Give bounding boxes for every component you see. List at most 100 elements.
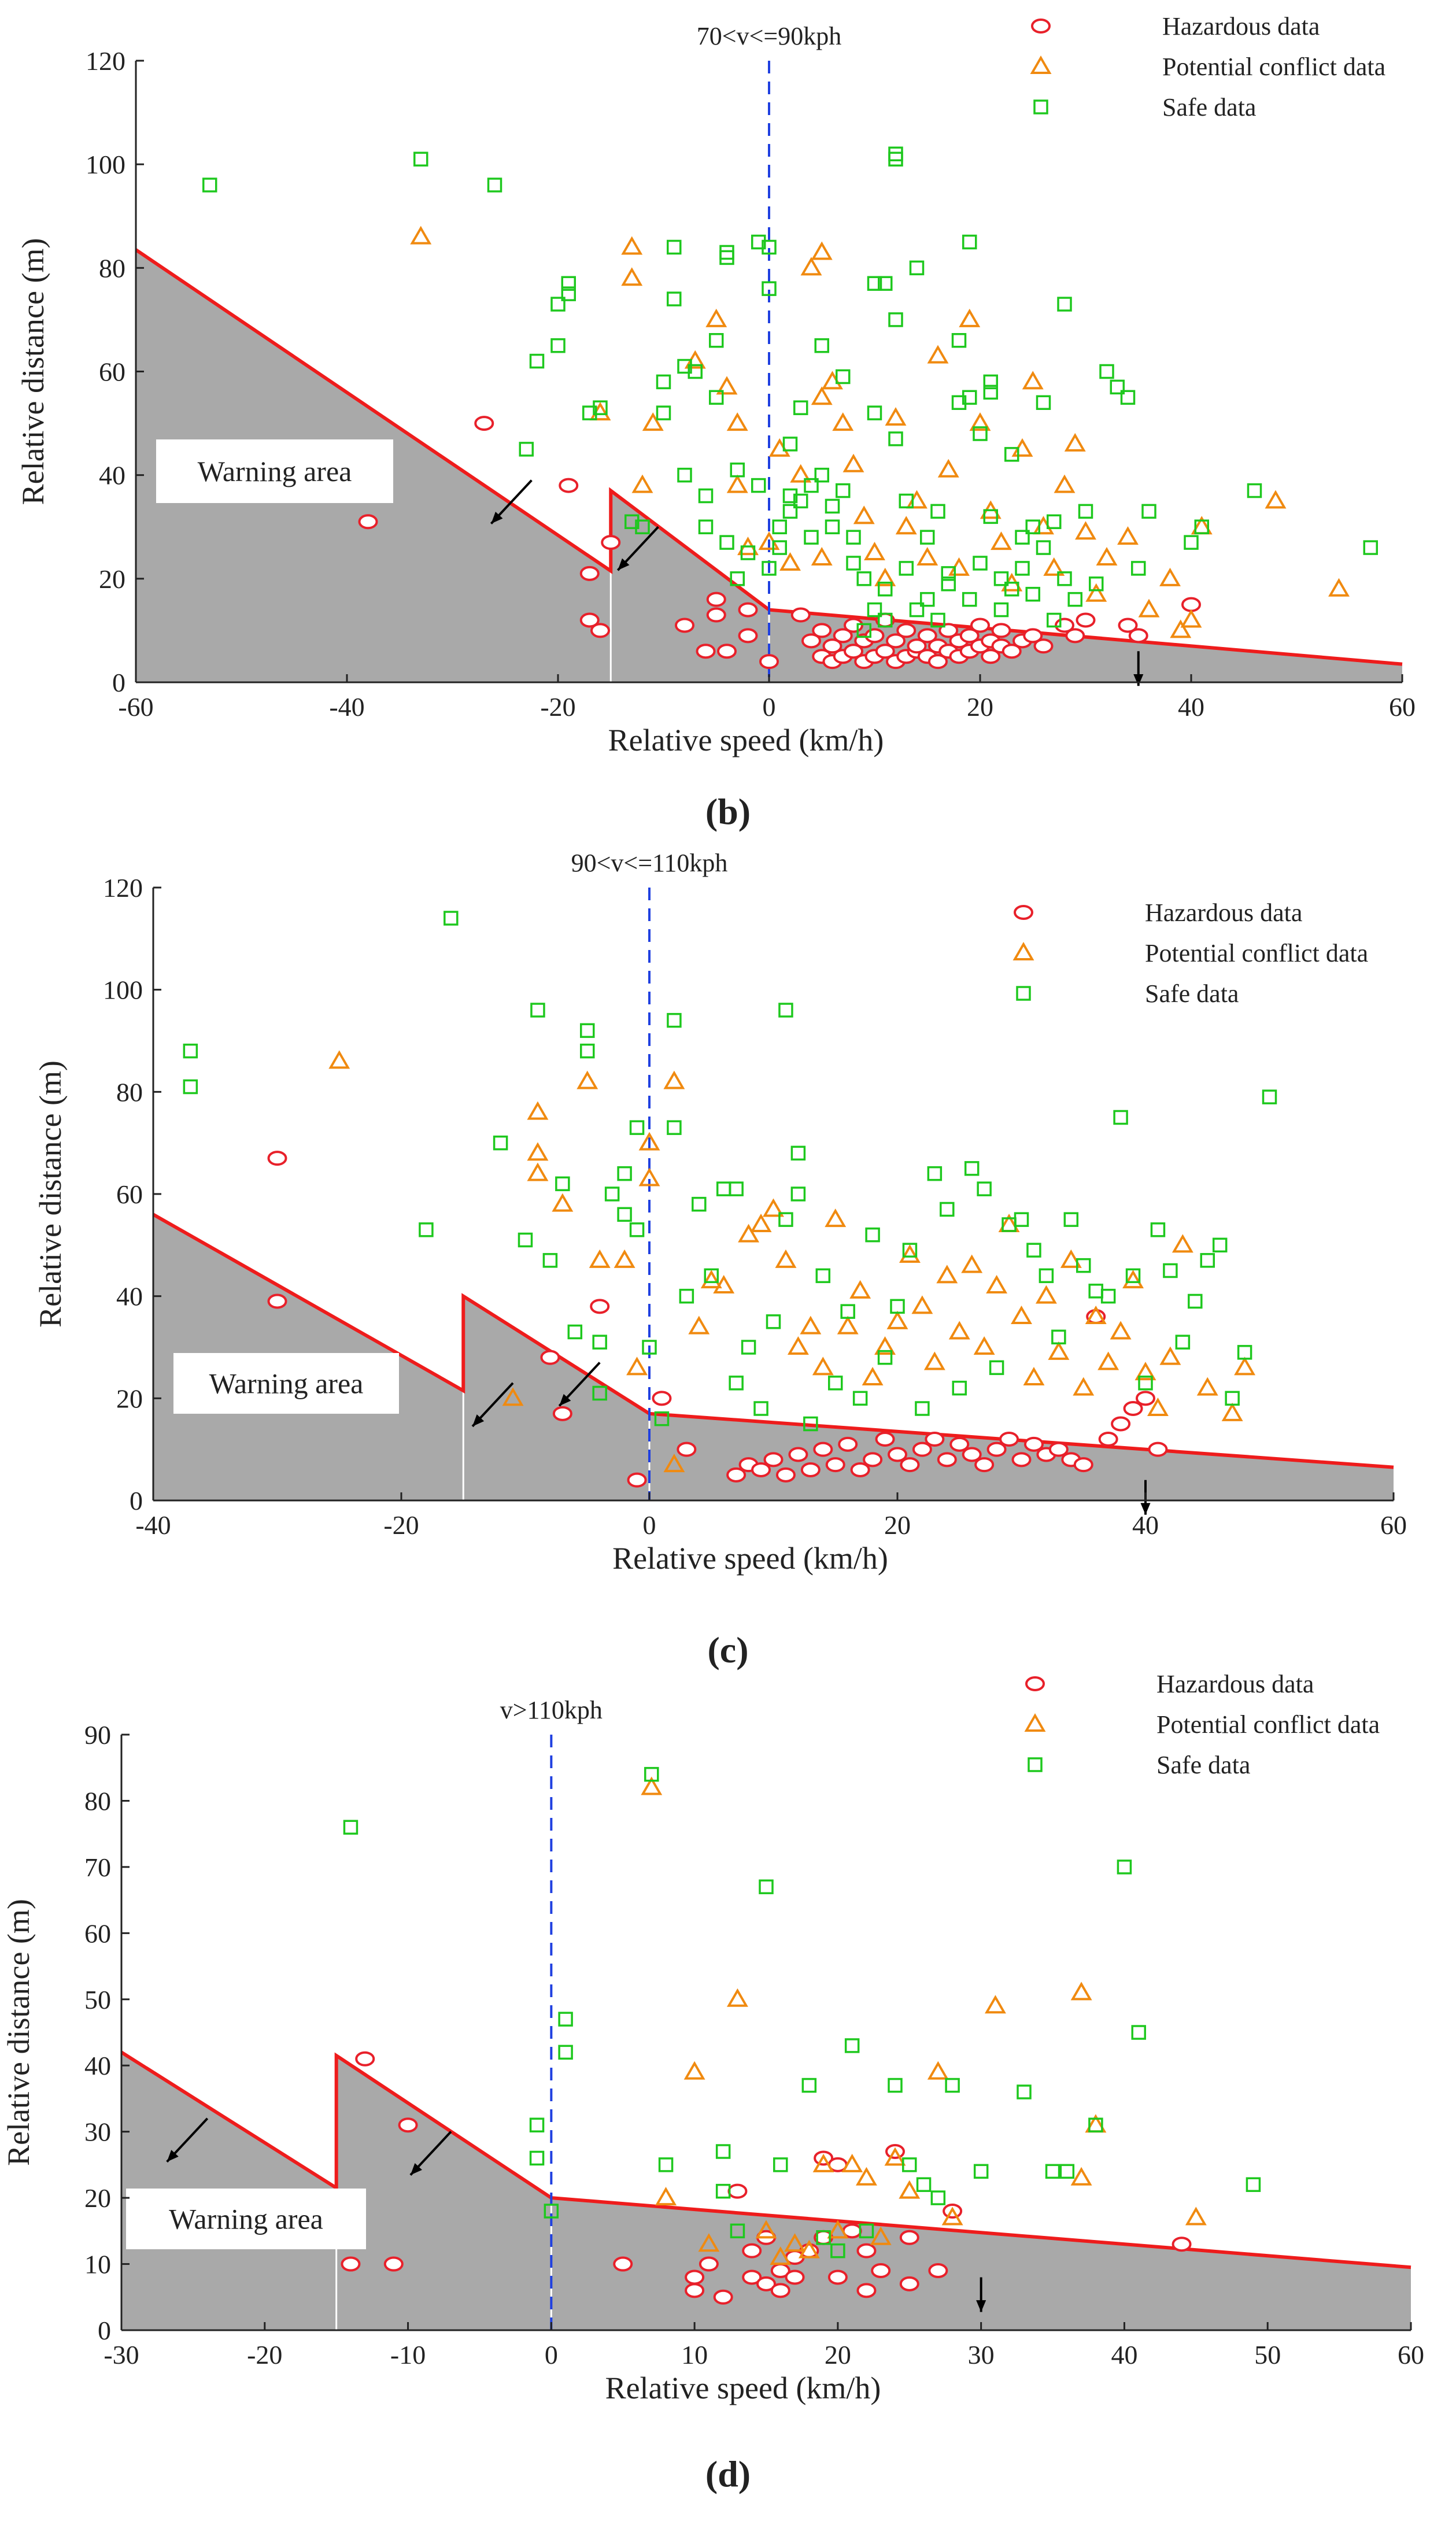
y-axis-label: Relative distance (m): [16, 238, 50, 505]
data-point-square: [751, 234, 766, 250]
warning-area-fill: [121, 2052, 1411, 2330]
data-point-square: [741, 1340, 756, 1355]
data-point-triangle: [885, 407, 907, 426]
data-point-triangle: [1117, 526, 1139, 545]
data-point-circle: [677, 1441, 697, 1457]
data-point-square: [1051, 1329, 1066, 1345]
data-point-triangle: [927, 345, 949, 364]
data-point-circle: [928, 654, 948, 670]
data-point-square: [1047, 612, 1062, 628]
data-point-square: [1047, 514, 1062, 530]
y-tick-label: 90: [84, 1720, 111, 1750]
data-point-triangle: [1110, 1321, 1132, 1340]
data-point-circle: [864, 628, 885, 644]
data-point-square: [654, 1411, 670, 1426]
data-point-triangle: [713, 1274, 735, 1293]
x-tick-label: 0: [545, 2340, 558, 2370]
data-point-circle: [1033, 638, 1054, 654]
data-point-triangle: [811, 546, 833, 565]
data-point-square: [1131, 2025, 1146, 2040]
data-point-circle: [775, 1467, 796, 1483]
data-point-triangle: [1048, 1341, 1070, 1360]
data-point-square: [902, 1243, 918, 1258]
data-point-square: [878, 582, 893, 597]
data-point-square: [951, 333, 967, 348]
data-point-circle: [912, 1441, 932, 1457]
warning-area-label: Warning area: [169, 2203, 323, 2235]
y-tick-label: 0: [112, 668, 125, 697]
data-point-square: [667, 239, 682, 255]
data-point-square: [801, 2078, 817, 2093]
data-point-circle: [559, 478, 579, 493]
x-tick-label: 40: [1178, 692, 1204, 722]
legend-label: Safe data: [1162, 93, 1256, 121]
data-point-square: [825, 498, 840, 514]
warning-boundary-line: [152, 1213, 1394, 1469]
data-point-triangle: [642, 412, 664, 431]
data-point-square: [719, 535, 734, 550]
data-point-triangle: [1138, 598, 1160, 618]
data-point-circle: [398, 2117, 418, 2133]
data-point-triangle: [589, 1249, 611, 1268]
data-point-square: [793, 493, 808, 509]
data-point-square: [867, 405, 882, 420]
data-point-triangle: [822, 371, 843, 390]
data-point-square: [529, 353, 545, 369]
data-point-square: [530, 1003, 545, 1018]
data-point-circle: [788, 1447, 808, 1462]
data-point-square: [624, 514, 640, 530]
data-point-square: [1039, 1268, 1054, 1284]
y-axis-label: Relative distance (m): [1, 1899, 36, 2166]
data-point-square: [1110, 379, 1125, 395]
data-point-square: [1063, 1212, 1079, 1227]
data-point-square: [656, 405, 671, 420]
data-point-square: [1036, 395, 1051, 410]
data-point-square: [715, 2183, 731, 2199]
data-point-square: [902, 2157, 917, 2172]
panel-c: Warning area -40 -20 0 20 40 60 0 20 40 60 80 100 120…: [33, 849, 1407, 1576]
data-point-triangle: [811, 241, 833, 260]
data-point-square: [927, 1166, 943, 1181]
data-point-square: [993, 602, 1009, 618]
data-point-circle: [756, 2276, 776, 2291]
data-point-triangle: [1159, 1346, 1181, 1365]
data-point-square: [973, 2164, 989, 2179]
data-point-square: [1120, 390, 1136, 405]
x-tick-label: 50: [1254, 2340, 1281, 2370]
data-point-square: [920, 592, 935, 607]
data-point-square: [1067, 592, 1082, 607]
data-point-square: [916, 2177, 932, 2192]
data-point-triangle: [621, 267, 643, 286]
data-point-triangle: [984, 1995, 1006, 2014]
data-point-square: [518, 1232, 533, 1248]
data-point-square: [899, 561, 914, 576]
panel-d: Warning area -30 -20 -10 0 10 20 30 40 50 60 0 10 20 3…: [1, 1670, 1424, 2405]
data-point-square: [1026, 1243, 1041, 1258]
data-point-circle: [838, 1436, 858, 1452]
data-point-triangle: [750, 1213, 772, 1232]
data-point-triangle: [683, 2061, 705, 2080]
data-point-square: [529, 2117, 545, 2132]
data-point-circle: [981, 649, 1001, 664]
data-point-circle: [341, 2256, 361, 2272]
legend-label: Safe data: [1145, 979, 1239, 1008]
data-point-triangle: [870, 2226, 892, 2245]
data-point-circle: [1118, 618, 1138, 633]
data-point-circle: [1148, 1441, 1168, 1457]
data-point-circle: [800, 1462, 821, 1477]
y-tick-label: 40: [116, 1282, 143, 1311]
data-point-square: [790, 1186, 806, 1202]
data-point-circle: [474, 416, 494, 431]
data-point-triangle: [899, 2180, 921, 2199]
y-tick-label: 20: [84, 2183, 111, 2213]
data-point-square: [1088, 2117, 1103, 2132]
data-point-square: [1188, 1293, 1203, 1309]
data-point-triangle: [663, 1454, 685, 1473]
x-tick-label: 30: [968, 2340, 995, 2370]
data-point-triangle: [790, 464, 812, 483]
y-tick-label: 0: [130, 1486, 143, 1515]
data-point-circle: [999, 1432, 1019, 1447]
data-point-circle: [1048, 1441, 1069, 1457]
data-point-square: [580, 1043, 595, 1059]
data-point-circle: [267, 1151, 287, 1166]
